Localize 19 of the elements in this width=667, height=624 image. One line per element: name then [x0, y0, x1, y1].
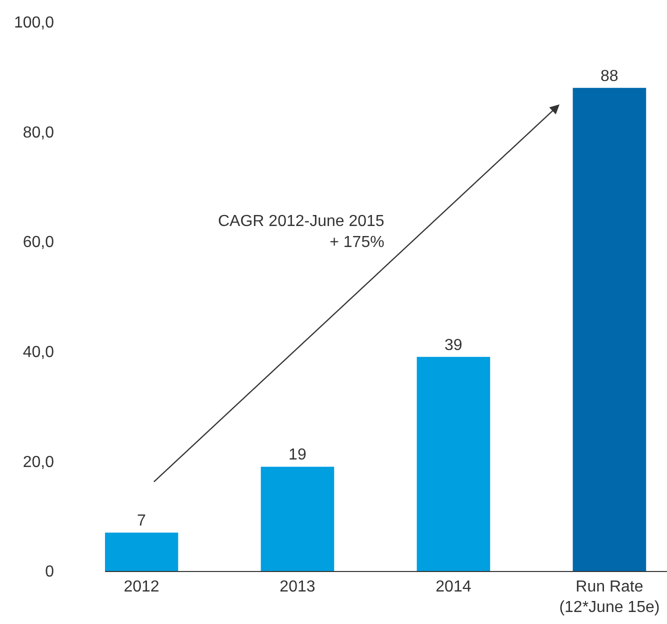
bar [105, 532, 178, 571]
x-tick-label: 2012 [124, 578, 160, 596]
data-label: 39 [444, 336, 462, 354]
bar [572, 88, 646, 571]
y-tick-label: 40,0 [22, 344, 54, 361]
x-tick-label: Run Rate (12*June 15e) [559, 578, 660, 616]
annotation: CAGR 2012-June 2015 + 175% [218, 213, 384, 251]
x-tick-label: 2014 [436, 578, 472, 596]
bar [260, 466, 334, 571]
data-label: 19 [288, 446, 306, 464]
y-tick-label: 80,0 [22, 124, 54, 142]
data-label: 7 [137, 512, 146, 530]
y-tick-label: 100,0 [14, 14, 54, 32]
data-label: 88 [600, 68, 618, 85]
bar [416, 356, 490, 571]
y-tick-label: 20,0 [22, 454, 54, 471]
y-tick-label: 60,0 [22, 234, 54, 252]
y-tick-label: 0 [45, 564, 54, 581]
x-tick-label: 2013 [280, 578, 316, 596]
